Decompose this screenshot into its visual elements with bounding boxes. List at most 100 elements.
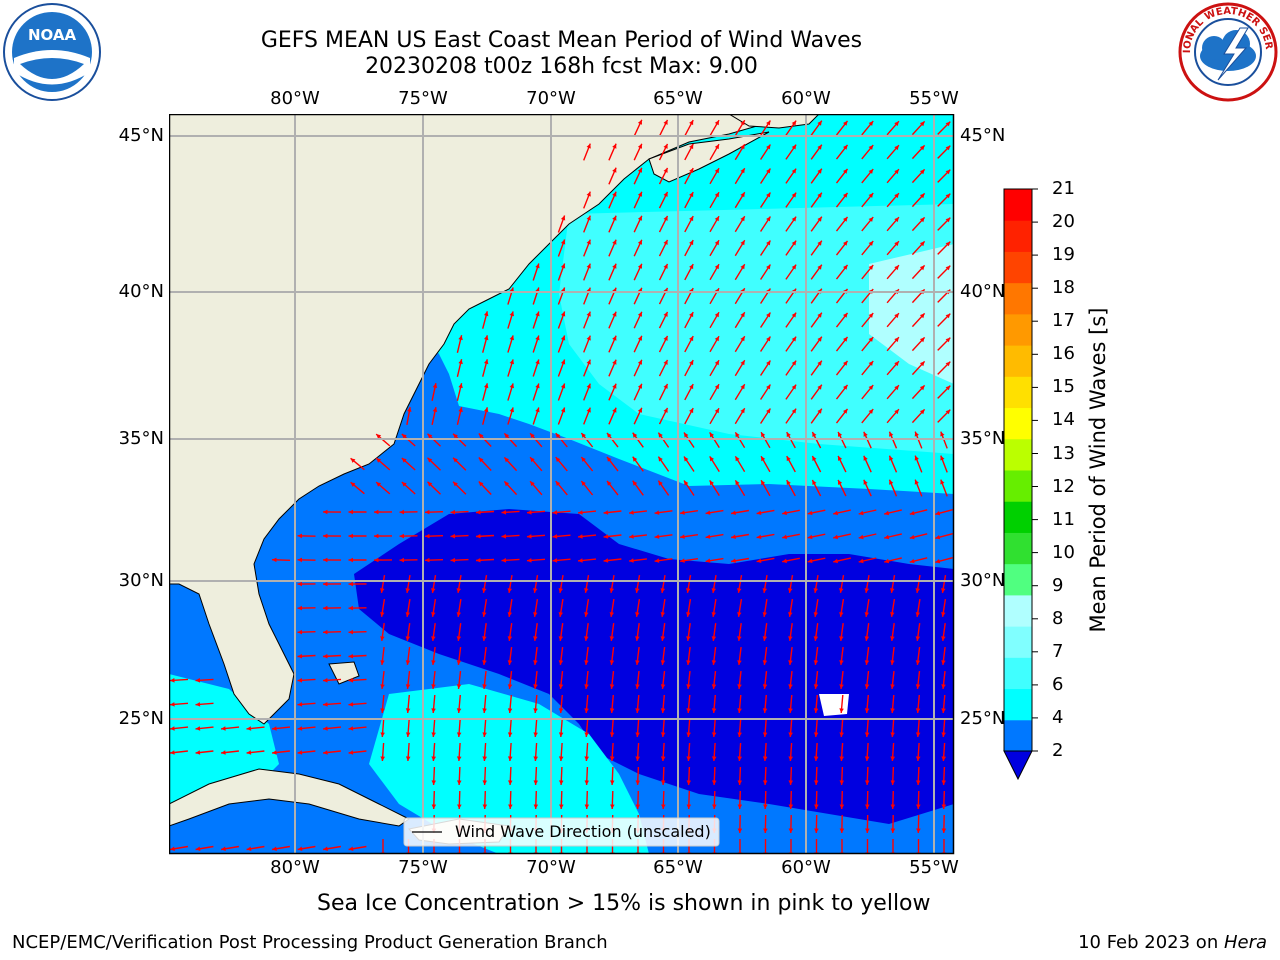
wave-direction-arrow [785,144,797,160]
lat-label-left: 30°N [118,570,164,591]
wave-direction-arrow [221,750,239,755]
wave-direction-arrow [635,598,641,618]
wave-direction-arrow [941,694,946,714]
wave-direction-arrow [762,694,768,714]
footer-machine: Hera [1223,932,1267,953]
wave-direction-arrow [833,533,851,540]
wave-direction-arrow [609,623,615,641]
wave-direction-arrow [760,192,771,208]
wave-direction-arrow [813,574,819,594]
wave-direction-arrow [431,671,436,689]
wave-direction-arrow [937,169,951,183]
wave-direction-arrow [937,361,951,375]
wave-direction-arrow [734,191,746,209]
wave-direction-arrow [606,456,619,472]
wave-direction-arrow [482,790,488,810]
wave-direction-arrow [909,557,928,564]
wave-direction-arrow [373,557,393,563]
wave-direction-arrow [916,766,921,786]
wave-direction-arrow [271,557,291,563]
wave-direction-arrow [608,407,617,425]
wave-direction-arrow [424,533,444,539]
wave-direction-arrow [431,694,436,714]
wave-direction-arrow [941,718,946,738]
wave-direction-arrow [195,702,214,707]
wave-direction-arrow [608,383,617,401]
colorbar [1003,188,1038,781]
ocean-period-8-9 [869,244,954,384]
wave-direction-arrow [220,845,240,851]
colorbar-tick-label: 9 [1052,574,1064,596]
lon-label-bottom: 70°W [526,857,576,878]
ocean-period-6-8 [559,204,954,454]
wave-direction-arrow [762,623,768,641]
wave-direction-arrow [785,360,797,376]
wave-direction-arrow [507,694,513,714]
wave-direction-arrow [660,623,666,641]
wave-direction-arrow [865,766,870,786]
lat-label-right: 35°N [960,428,1006,449]
wave-direction-arrow [322,557,342,563]
wave-direction-arrow [890,766,895,786]
wave-direction-arrow [937,409,951,423]
colorbar-segment [1004,189,1032,221]
wave-direction-arrow [737,718,742,738]
colorbar-segment [1004,407,1032,440]
wave-direction-arrow [401,457,416,471]
wave-direction-arrow [763,814,768,834]
colorbar-segment [1004,251,1032,284]
wave-direction-arrow [431,718,436,738]
wave-direction-arrow [686,718,691,738]
colorbar-tick-label: 14 [1052,409,1075,431]
wave-direction-arrow [835,240,849,256]
wave-direction-arrow [686,766,691,786]
wave-direction-arrow [322,678,342,683]
wave-direction-arrow [608,335,617,353]
lon-label-top: 55°W [909,88,959,109]
wave-direction-arrow [431,647,436,665]
wave-direction-arrow [863,479,872,497]
wave-direction-arrow [888,479,898,497]
wave-direction-arrow [405,718,411,738]
wave-direction-arrow [911,336,926,352]
wave-direction-arrow [580,480,594,496]
colorbar-segment [1004,594,1032,627]
wave-direction-arrow [633,167,643,185]
wave-direction-arrow [558,598,564,618]
land-bermuda-region [819,694,849,716]
wave-direction-arrow [686,623,691,641]
colorbar-frame [1003,188,1033,752]
lat-label-left: 35°N [118,428,164,449]
wave-direction-arrow [835,144,849,160]
wave-direction-arrow [785,336,797,352]
wave-direction-arrow [734,263,746,281]
wave-direction-arrow [609,647,615,665]
wave-direction-arrow [709,311,720,329]
legend-text: Wind Wave Direction (unscaled) [455,822,711,841]
wave-direction-arrow [431,623,436,641]
wave-direction-arrow [431,790,437,810]
wave-direction-arrow [785,192,797,208]
wave-direction-arrow [431,383,438,401]
wave-direction-arrow [322,845,342,851]
wave-direction-arrow [658,335,669,353]
wave-direction-arrow [583,359,591,377]
wave-direction-arrow [482,383,489,401]
lat-label-left: 25°N [118,708,164,729]
colorbar-segment [1004,532,1032,565]
wave-direction-arrow [941,623,946,641]
wave-direction-arrow [788,694,793,714]
wave-direction-arrow [737,574,743,594]
wave-direction-arrow [734,167,746,185]
wave-direction-arrow [456,407,463,425]
wave-direction-arrow [684,119,694,137]
wave-direction-arrow [452,481,467,495]
wave-direction-arrow [405,623,411,641]
wave-direction-arrow [937,265,951,279]
wave-direction-arrow [271,726,291,731]
wave-direction-arrow [760,312,771,328]
wave-direction-arrow [941,671,946,689]
wave-direction-arrow [788,671,793,689]
wave-direction-arrow [482,742,487,762]
wave-direction-arrow [890,742,895,762]
